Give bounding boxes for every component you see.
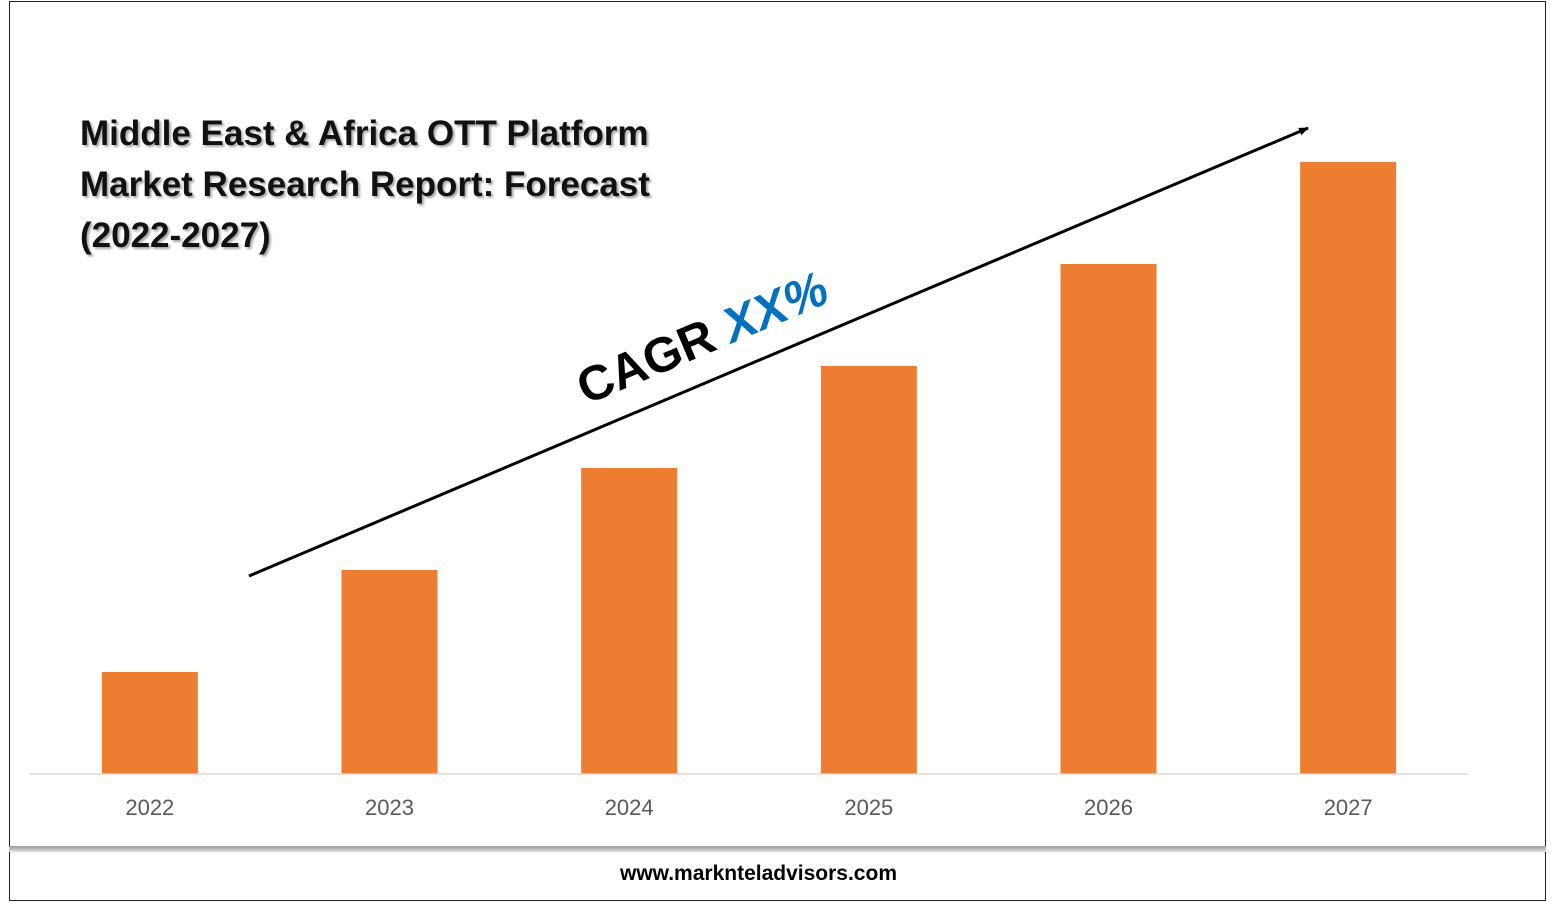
bar-2027 <box>1300 162 1397 774</box>
cagr-label: CAGR <box>569 304 735 415</box>
footer-website-link[interactable]: www.marknteladvisors.com <box>620 862 897 885</box>
bar-2023 <box>341 570 438 774</box>
x-tick-label-2026: 2026 <box>1084 795 1133 820</box>
growth-trend-arrow <box>248 126 1309 578</box>
title-line-3: (2022-2027) <box>80 216 271 255</box>
bar-2022 <box>101 672 198 774</box>
bar-2024 <box>581 468 678 774</box>
bar-series <box>101 162 1397 774</box>
x-axis-tick-labels: 2022 2023 2024 2025 2026 2027 <box>125 795 1372 820</box>
x-tick-label-2022: 2022 <box>125 795 174 820</box>
cagr-annotation: CAGR XX% <box>569 262 836 416</box>
x-tick-label-2024: 2024 <box>605 795 654 820</box>
footer-divider <box>9 846 1546 852</box>
title-line-2: Market Research Report: Forecast <box>80 165 650 204</box>
chart-title: Middle East & Africa OTT Platform Market… <box>80 108 720 261</box>
bar-2026 <box>1060 264 1157 774</box>
x-tick-label-2023: 2023 <box>365 795 414 820</box>
cagr-value: XX% <box>712 262 836 355</box>
x-tick-label-2027: 2027 <box>1324 795 1373 820</box>
title-line-1: Middle East & Africa OTT Platform <box>80 114 649 153</box>
chart-frame <box>9 1 1546 901</box>
bar-2025 <box>820 366 917 774</box>
x-tick-label-2025: 2025 <box>844 795 893 820</box>
